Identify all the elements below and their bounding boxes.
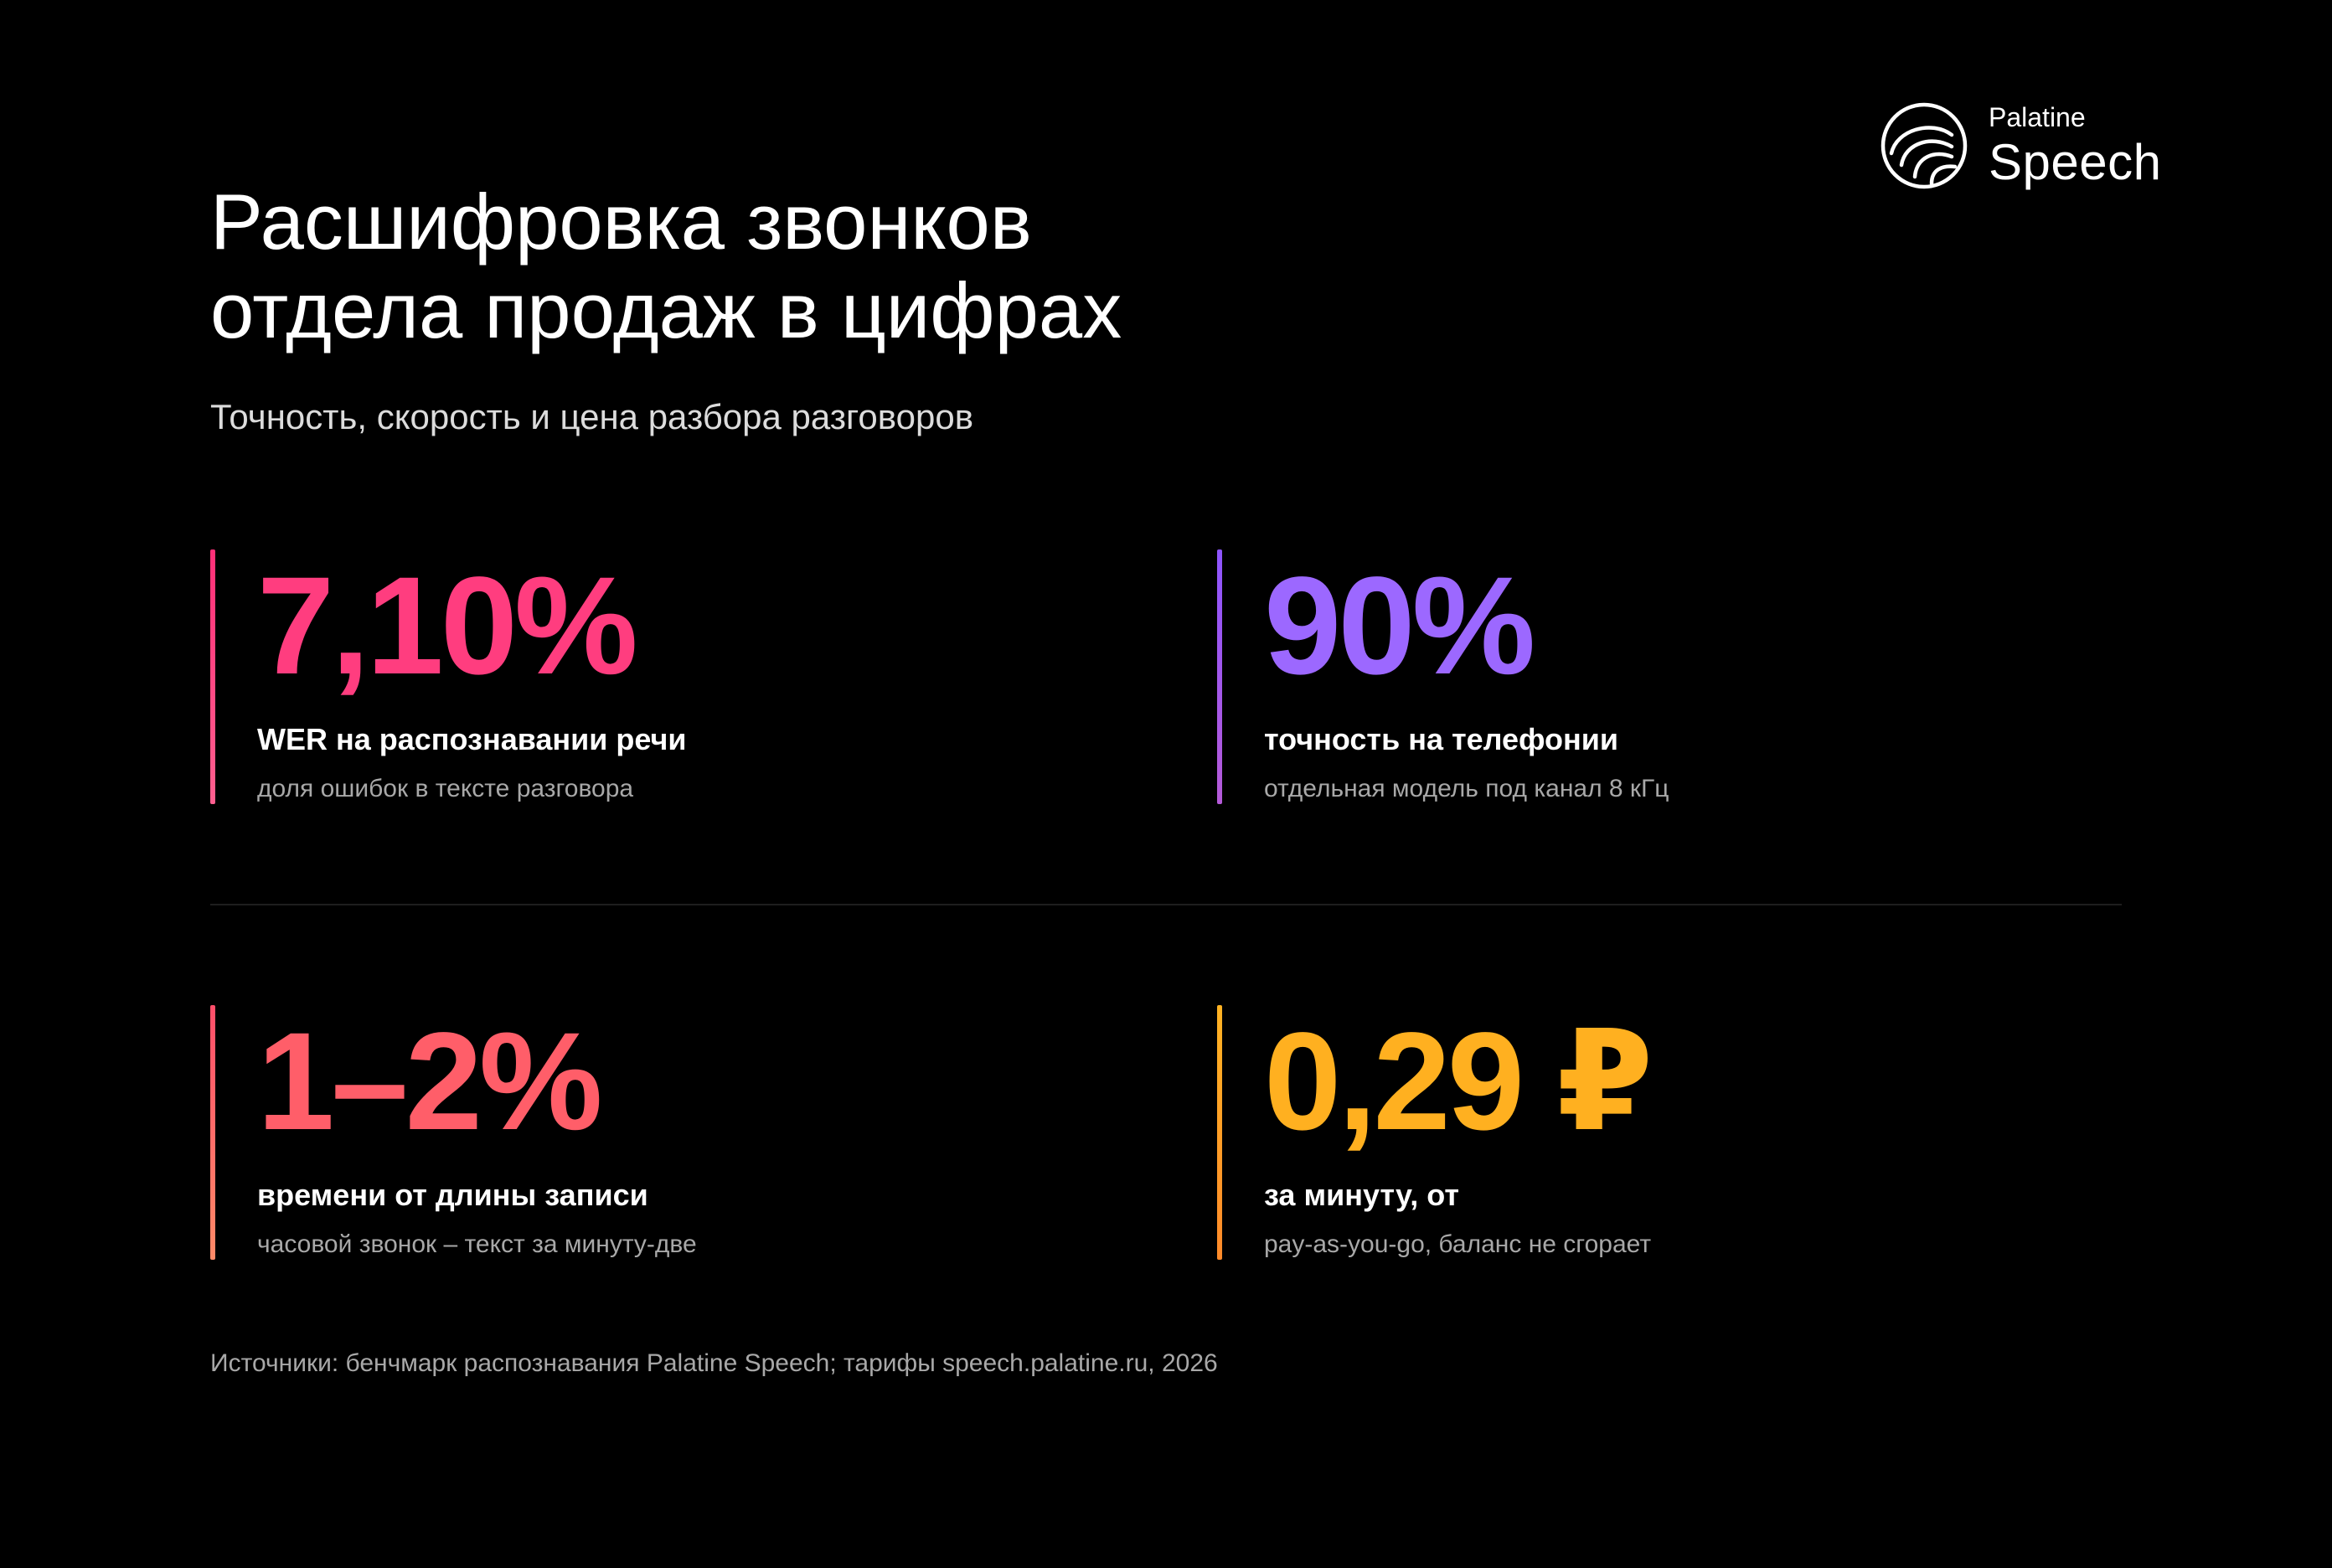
stat-wer: 7,10% WER на распознавании речи доля оши… — [210, 549, 1174, 804]
stat-value: 0,29 ₽ — [1264, 1004, 1654, 1159]
stat-label: времени от длины записи — [257, 1178, 648, 1212]
palatine-speech-logo-icon — [1881, 102, 1968, 189]
stat-label: за минуту, от — [1264, 1178, 1459, 1212]
stat-label: точность на телефонии — [1264, 722, 1619, 756]
stat-label: WER на распознавании речи — [257, 722, 687, 756]
stat-accent-bar — [210, 549, 215, 804]
brand-logo: Palatine Speech — [1880, 99, 2198, 193]
stat-note: доля ошибок в тексте разговора — [257, 775, 634, 802]
stat-value: 7,10% — [257, 549, 638, 704]
logo-wordmark-big: Speech — [1989, 134, 2162, 190]
stat-value: 1–2% — [257, 1004, 603, 1159]
stat-accent-bar — [1217, 549, 1222, 804]
stat-accent-bar — [1217, 1005, 1222, 1260]
page-title: Расшифровка звонков отдела продаж в цифр… — [210, 178, 1122, 354]
stat-telephony-accuracy: 90% точность на телефонии отдельная моде… — [1217, 549, 2180, 804]
logo-wordmark-small: Palatine — [1989, 102, 2086, 132]
stat-note: отдельная модель под канал 8 кГц — [1264, 775, 1669, 802]
stat-price: 0,29 ₽ за минуту, от pay-as-you-go, бала… — [1217, 1005, 2180, 1260]
sources-footnote: Источники: бенчмарк распознавания Palati… — [210, 1349, 1218, 1377]
stat-note: часовой звонок – текст за минуту-две — [257, 1230, 697, 1258]
page-subtitle: Точность, скорость и цена разбора разгов… — [210, 397, 974, 436]
stat-value: 90% — [1264, 549, 1535, 704]
stat-note: pay-as-you-go, баланс не сгорает — [1264, 1230, 1652, 1258]
stat-accent-bar — [210, 1005, 215, 1260]
stat-processing-time: 1–2% времени от длины записи часовой зво… — [210, 1005, 1174, 1260]
section-divider — [210, 904, 2122, 905]
